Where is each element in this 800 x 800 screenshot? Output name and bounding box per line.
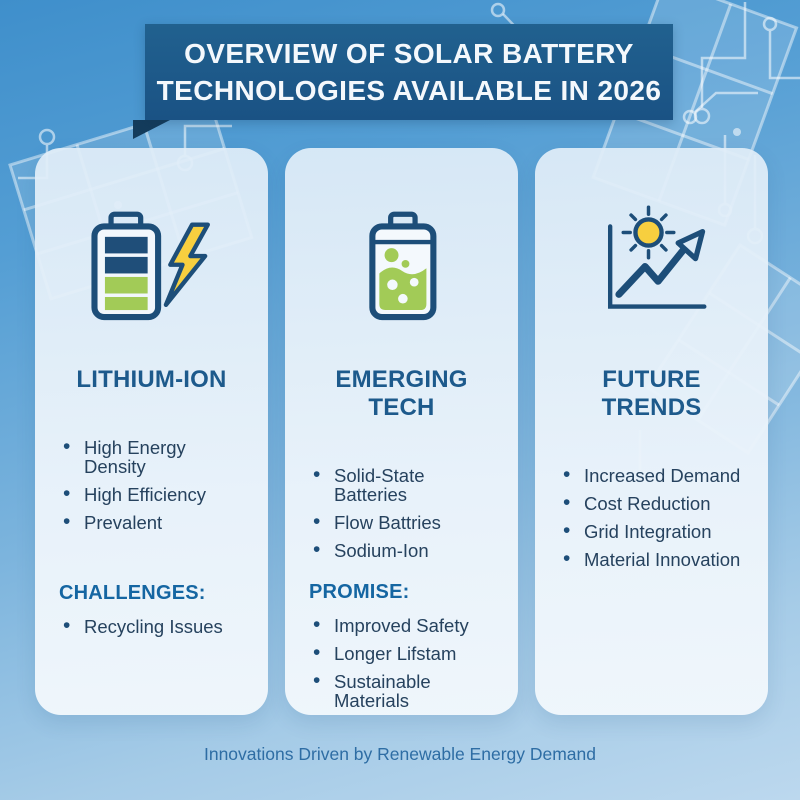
list-item: Material Innovation: [563, 549, 746, 569]
list-item: Cost Reduction: [563, 493, 746, 513]
liquid-battery-icon: [307, 202, 496, 324]
list-item: Solid-State Batteries: [313, 465, 496, 504]
cards-row: LITHIUM-ION High Energy Density High Eff…: [35, 148, 768, 715]
list-item: Sodium-Ion: [313, 540, 496, 560]
list-item: Prevalent: [63, 512, 246, 532]
charging-battery-icon: [57, 202, 246, 324]
growth-chart-sun-icon: [557, 202, 746, 324]
challenges-label: CHALLENGES:: [59, 582, 206, 604]
list-item: Improved Safety: [313, 615, 496, 635]
card-heading: FUTURE TRENDS: [601, 366, 702, 421]
card-heading: LITHIUM-ION: [76, 366, 227, 393]
promise-list: Improved Safety Longer Lifstam Sustainab…: [307, 615, 496, 710]
list-item: Longer Lifstam: [313, 643, 496, 663]
promise-label: PROMISE:: [309, 581, 410, 603]
ribbon-fold: [133, 120, 170, 139]
list-item: High Energy Density: [63, 437, 246, 476]
list-item: Increased Demand: [563, 465, 746, 485]
title-line-2: TECHNOLOGIES AVAILABLE IN 2026: [156, 75, 662, 106]
feature-list: Increased Demand Cost Reduction Grid Int…: [557, 465, 746, 569]
list-item: Recycling Issues: [63, 616, 246, 636]
list-item: Sustainable Materials: [313, 671, 496, 710]
card-future-trends: FUTURE TRENDS Increased Demand Cost Redu…: [535, 148, 768, 715]
title-banner: OVERVIEW OF SOLAR BATTERY TECHNOLOGIES A…: [145, 24, 673, 120]
list-item: Flow Battries: [313, 512, 496, 532]
card-heading: EMERGING TECH: [335, 366, 468, 421]
card-emerging-tech: EMERGING TECH Solid-State Batteries Flow…: [285, 148, 518, 715]
list-item: High Efficiency: [63, 484, 246, 504]
feature-list: High Energy Density High Efficiency Prev…: [57, 437, 246, 532]
feature-list: Solid-State Batteries Flow Battries Sodi…: [307, 465, 496, 560]
challenges-list: Recycling Issues: [57, 616, 246, 636]
list-item: Grid Integration: [563, 521, 746, 541]
card-lithium-ion: LITHIUM-ION High Energy Density High Eff…: [35, 148, 268, 715]
footer-caption: Innovations Driven by Renewable Energy D…: [203, 744, 597, 764]
title-line-1: OVERVIEW OF SOLAR BATTERY: [184, 38, 634, 69]
